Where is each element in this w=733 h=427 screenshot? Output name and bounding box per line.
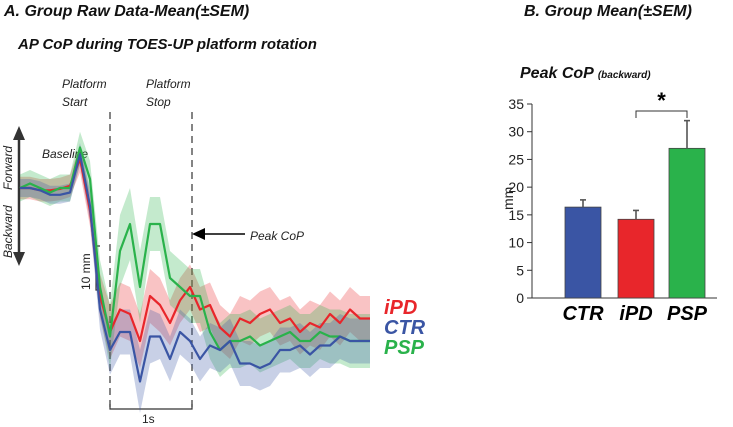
direction-arrow (13, 126, 25, 266)
category-label-ipd: iPD (619, 303, 652, 325)
peak-cop-arrow (192, 228, 245, 240)
category-label-psp: PSP (667, 303, 708, 325)
platform-start-label-2: Start (62, 95, 88, 109)
y-tick-label: 5 (516, 262, 524, 278)
legend-ctr: CTR (384, 317, 426, 339)
panel-b-title: B. Group Mean(±SEM) (524, 3, 692, 20)
sem-band-psp (20, 131, 370, 377)
peak-cop-subtitle-suffix: (backward) (598, 70, 651, 81)
sem-band-ctr (20, 143, 370, 413)
y-tick-label: 0 (516, 290, 524, 306)
significance-bracket (635, 110, 688, 118)
platform-stop-label-1: Platform (146, 77, 191, 91)
y-axis-label: mm (500, 187, 516, 210)
mean-lines (19, 146, 370, 383)
backward-label: Backward (1, 205, 15, 258)
significance-star: * (657, 88, 666, 113)
bar-psp (668, 147, 706, 299)
series-line-ctr (20, 153, 370, 383)
forward-label: Forward (1, 146, 15, 190)
bar-ctr (564, 206, 602, 299)
category-label-ctr: CTR (562, 303, 604, 325)
y-tick-label: 10 (508, 235, 524, 251)
y-tick-label: 15 (508, 207, 524, 223)
y-tick-label: 25 (508, 151, 524, 167)
bar-chart: 0 5 10 15 20 25 30 35 CTR iPD PSP * (508, 88, 717, 325)
sem-band-ipd (20, 145, 370, 368)
legend-ipd: iPD (384, 297, 417, 319)
panel-a-title: A. Group Raw Data-Mean(±SEM) (3, 3, 249, 20)
y-tick-label: 35 (508, 96, 524, 112)
platform-start-label-1: Platform (62, 77, 107, 91)
peak-cop-subtitle: Peak CoP (520, 65, 594, 82)
sem-bands (20, 131, 370, 413)
y-tick-label: 20 (508, 179, 524, 195)
panel-a-subtitle: AP CoP during TOES-UP platform rotation (17, 36, 317, 53)
peak-cop-label: Peak CoP (250, 229, 304, 243)
platform-stop-label-2: Stop (146, 95, 171, 109)
bar-ipd (617, 218, 655, 299)
time-bar-label: 1s (142, 412, 155, 426)
y-tick-label: 30 (508, 124, 524, 140)
time-bar-1s (109, 404, 193, 410)
scale-bar-label: 10 mm (79, 253, 93, 290)
series-line-psp (19, 146, 370, 352)
panel-b-subtitle: Peak CoP (backward) (520, 65, 651, 82)
legend-psp: PSP (384, 337, 425, 359)
